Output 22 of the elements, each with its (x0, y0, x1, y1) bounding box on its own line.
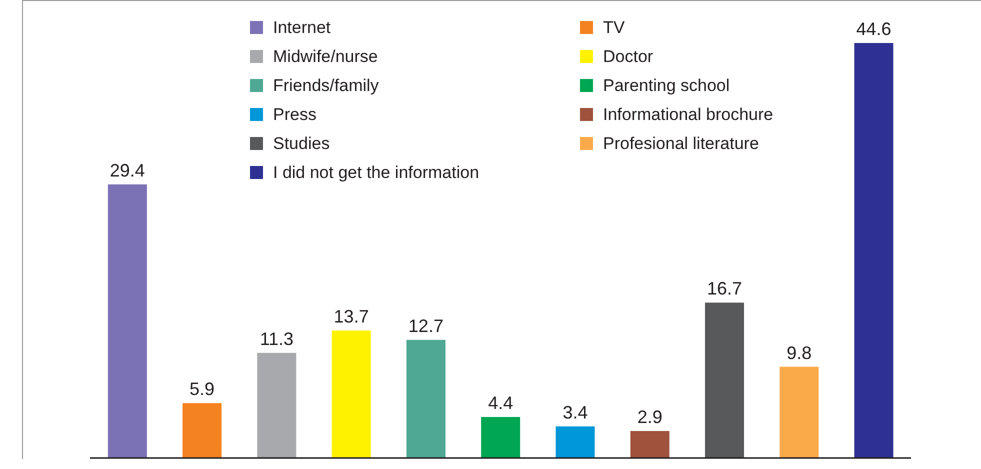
legend-label: Doctor (603, 46, 654, 66)
legend-label: Press (273, 104, 316, 124)
data-label: 2.9 (637, 407, 662, 428)
data-label: 9.8 (786, 342, 812, 363)
data-label: 3.4 (562, 402, 588, 422)
legend-label: I did not get the information (273, 162, 480, 182)
legend-label: Studies (273, 134, 330, 154)
data-label: 29.4 (110, 160, 145, 180)
data-label: 5.9 (190, 379, 215, 400)
data-label: 4.4 (488, 393, 514, 414)
data-label: 12.7 (408, 316, 444, 336)
legend-label: Informational brochure (603, 104, 774, 124)
data-label: 11.3 (260, 328, 294, 349)
data-label: 13.7 (334, 306, 369, 327)
data-label: 44.6 (856, 19, 892, 39)
data-label: 16.7 (706, 278, 742, 299)
legend-label: Parenting school (603, 76, 730, 96)
legend-label: Friends/family (273, 76, 379, 96)
legend-label: TV (603, 18, 625, 38)
legend-label: Internet (273, 18, 331, 38)
legend-label: Profesional literature (603, 134, 759, 154)
legend-label: Midwife/nurse (273, 46, 378, 66)
